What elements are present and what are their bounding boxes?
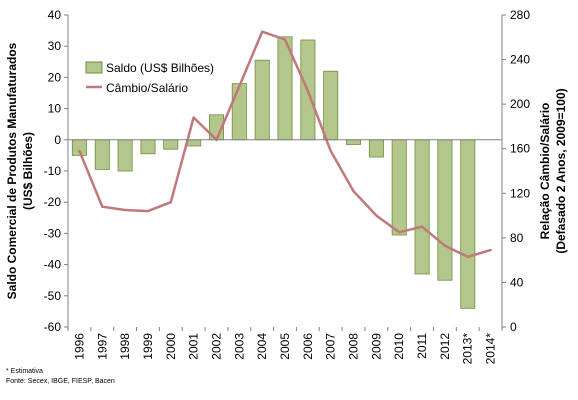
x-tick-label: 2001 — [187, 333, 201, 360]
x-axis-ticks: 1996 1997 1998 1999 2000 2001 2002 2003 2004 2005… — [67, 327, 503, 365]
right-tick-label: 80 — [510, 231, 524, 245]
x-tick-label: 2005 — [278, 333, 292, 360]
x-tick-label: 2009 — [369, 333, 383, 360]
left-tick-label: 30 — [48, 39, 62, 53]
line-point-2006 — [306, 89, 309, 93]
legend-bar-label: Saldo (US$ Bilhões) — [106, 61, 214, 75]
bar-2003 — [231, 83, 247, 141]
bar-2004 — [254, 59, 270, 141]
bar-2007 — [323, 70, 339, 141]
left-tick-label: 0 — [54, 133, 61, 147]
line-point-2003 — [238, 85, 241, 88]
x-tick-label: 1999 — [141, 333, 155, 360]
x-tick-label: 2004 — [255, 333, 269, 360]
right-tick-label: 280 — [510, 8, 530, 22]
bar-1997 — [94, 139, 110, 170]
line-point-2007 — [329, 149, 332, 153]
right-axis-title: Relação Câmbio/Salário (Defasado 2 Anos, … — [538, 88, 568, 253]
x-tick-label: 2013* — [461, 333, 475, 365]
legend: Saldo (US$ Bilhões) Câmbio/Salário — [85, 61, 214, 95]
line-point-2008 — [352, 189, 355, 193]
legend-line-label: Câmbio/Salário — [106, 81, 188, 95]
line-series-cambio-salario — [78, 30, 492, 259]
bar-2001 — [186, 139, 202, 147]
left-tick-label: -30 — [44, 226, 62, 240]
line-point-1996 — [78, 149, 81, 153]
x-tick-label: 2012 — [438, 333, 452, 360]
line-point-2013 — [466, 255, 469, 258]
bar-1998 — [117, 139, 133, 172]
bar-2009 — [368, 139, 384, 158]
left-tick-label: -10 — [44, 164, 62, 178]
right-tick-label: 240 — [510, 53, 530, 67]
left-axis-title: Saldo Comercial de Produtos Manufaturado… — [5, 42, 35, 299]
left-axis-ticks: -60 -50 -40 -30 -20 -10 0 10 20 30 40 — [44, 8, 68, 334]
line-point-2004 — [261, 30, 264, 33]
bar-2008 — [345, 139, 361, 145]
right-axis-ticks: 0 40 80 120 160 200 240 280 — [502, 8, 530, 334]
bar-1999 — [140, 139, 156, 155]
left-tick-label: -60 — [44, 320, 62, 334]
x-tick-label: 2000 — [164, 333, 178, 360]
line-point-2001 — [192, 116, 195, 119]
footnote-source: Fonte: Secex, IBGE, FIESP, Bacen — [6, 378, 115, 385]
right-tick-label: 200 — [510, 97, 530, 111]
left-tick-label: 10 — [48, 102, 62, 116]
bar-2000 — [163, 139, 179, 150]
line-point-2005 — [283, 38, 287, 41]
x-tick-label: 2011 — [415, 333, 429, 359]
left-tick-label: -40 — [44, 258, 62, 272]
x-tick-label: 2007 — [324, 333, 338, 360]
bar-2010 — [391, 139, 407, 236]
x-tick-label: 2003 — [232, 333, 246, 360]
right-tick-label: 160 — [510, 142, 530, 156]
line-point-1997 — [101, 205, 104, 208]
x-tick-label: 2002 — [209, 333, 223, 360]
left-tick-label: -50 — [44, 289, 62, 303]
x-tick-label: 2008 — [347, 333, 361, 360]
x-tick-label: 2006 — [301, 333, 315, 360]
line-point-1998 — [123, 208, 127, 212]
x-tick-label: 1998 — [118, 333, 132, 360]
left-tick-label: 40 — [48, 8, 62, 22]
line-point-2014 — [489, 248, 492, 252]
left-tick-label: -20 — [44, 195, 62, 209]
x-tick-label: 1997 — [95, 333, 109, 360]
left-tick-label: 20 — [48, 70, 62, 84]
bar-2012 — [437, 139, 453, 281]
line-point-2009 — [375, 214, 378, 217]
bar-series-saldo — [71, 36, 476, 309]
bar-2011 — [414, 139, 430, 275]
line-point-2011 — [420, 225, 424, 228]
x-tick-label: 1996 — [72, 333, 86, 360]
line-point-2012 — [443, 244, 447, 247]
x-tick-label: 2014* — [484, 333, 498, 365]
right-tick-label: 120 — [510, 186, 530, 200]
x-tick-label: 2010 — [392, 333, 406, 360]
footnote-estimate: * Estimativa — [6, 368, 43, 375]
line-point-2000 — [169, 201, 172, 204]
right-tick-label: 0 — [510, 320, 517, 334]
bar-2013 — [460, 139, 476, 309]
legend-bar-swatch — [85, 61, 103, 74]
line-point-1999 — [146, 209, 150, 213]
right-tick-label: 40 — [510, 275, 524, 289]
line-point-2010 — [398, 231, 401, 234]
